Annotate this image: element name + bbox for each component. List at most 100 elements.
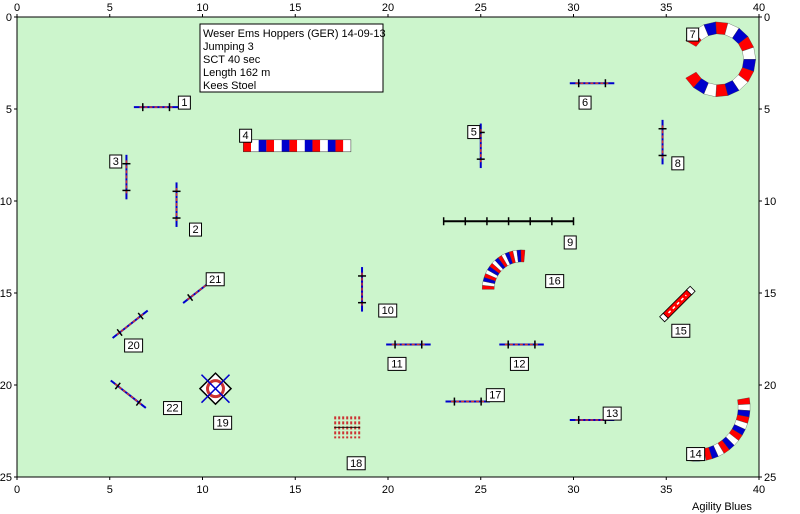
x-axis-top: 0 5 10 15 20 25 30 35 40 bbox=[14, 2, 765, 17]
info-box-frame bbox=[199, 23, 384, 93]
wall-9 bbox=[442, 217, 575, 226]
jump-wing bbox=[116, 328, 123, 337]
y-tick-label: 10 bbox=[764, 196, 776, 208]
number-text: 22 bbox=[166, 403, 178, 415]
info-line-sct: SCT 40 sec bbox=[203, 54, 261, 66]
jump-pole bbox=[667, 294, 687, 314]
jump-15 bbox=[659, 285, 696, 323]
x-tick-label: 5 bbox=[107, 2, 113, 14]
number-box bbox=[509, 356, 529, 371]
obstacle-number-12: 12 bbox=[509, 356, 529, 371]
jump-12 bbox=[499, 340, 544, 349]
jump-wing bbox=[137, 312, 144, 320]
weave-18 bbox=[334, 416, 361, 439]
number-text: 16 bbox=[549, 276, 561, 288]
x-tick-label: 10 bbox=[196, 484, 208, 496]
jump-6 bbox=[569, 79, 615, 88]
jump-10 bbox=[358, 267, 367, 312]
tunnel-segment bbox=[258, 139, 267, 152]
y-axis-right: 0 5 10 15 20 25 bbox=[759, 12, 776, 484]
tunnel-segment bbox=[274, 139, 282, 152]
jump-wing bbox=[686, 285, 696, 296]
obstacle-number-17: 17 bbox=[485, 388, 505, 403]
number-text: 1 bbox=[181, 97, 187, 109]
tire-19 bbox=[198, 372, 233, 406]
y-tick-label: 5 bbox=[6, 104, 12, 116]
y-tick-label: 15 bbox=[764, 288, 776, 300]
number-box bbox=[205, 272, 225, 287]
tire-ring bbox=[205, 379, 225, 399]
number-text: 9 bbox=[567, 237, 573, 249]
jump-3 bbox=[122, 154, 131, 200]
number-box bbox=[686, 447, 706, 462]
number-text: 3 bbox=[113, 156, 119, 168]
number-text: 15 bbox=[675, 325, 687, 337]
obstacle-number-14: 14 bbox=[686, 447, 706, 462]
number-text: 17 bbox=[489, 390, 501, 402]
tunnel-14 bbox=[686, 397, 751, 462]
y-tick-label: 25 bbox=[0, 472, 12, 484]
info-line-length: Length 162 m bbox=[203, 67, 270, 79]
tunnel-segment bbox=[281, 139, 290, 152]
tunnel-segment bbox=[335, 139, 344, 152]
x-tick-label: 40 bbox=[753, 2, 765, 14]
obstacle-number-11: 11 bbox=[387, 356, 407, 371]
tunnel-segment bbox=[297, 139, 305, 152]
obstacle-number-1: 1 bbox=[177, 95, 191, 110]
x-tick-label: 40 bbox=[753, 484, 765, 496]
number-box bbox=[163, 401, 183, 416]
number-box bbox=[177, 95, 191, 110]
number-box bbox=[387, 356, 407, 371]
number-box bbox=[124, 338, 144, 353]
number-text: 5 bbox=[471, 127, 477, 139]
x-tick-label: 30 bbox=[567, 484, 579, 496]
number-box bbox=[545, 274, 565, 289]
jump-8 bbox=[658, 119, 667, 165]
obstacle-number-13: 13 bbox=[602, 406, 622, 421]
tunnel-segment bbox=[266, 139, 275, 152]
y-tick-label: 20 bbox=[0, 380, 12, 392]
jump-pole bbox=[114, 383, 142, 406]
obstacle-number-22: 22 bbox=[163, 401, 183, 416]
number-box bbox=[346, 456, 366, 471]
number-text: 6 bbox=[582, 97, 588, 109]
x-tick-label: 20 bbox=[382, 484, 394, 496]
y-tick-label: 25 bbox=[764, 472, 776, 484]
tunnel-segment bbox=[343, 139, 351, 152]
x-tick-label: 35 bbox=[660, 2, 672, 14]
info-line-judge: Kees Stoel bbox=[203, 80, 256, 92]
number-text: 4 bbox=[243, 130, 249, 142]
tunnel-segment bbox=[327, 139, 336, 152]
y-axis-left: 0 5 10 15 20 25 bbox=[0, 12, 17, 484]
number-text: 7 bbox=[690, 29, 696, 41]
x-tick-label: 25 bbox=[475, 484, 487, 496]
obstacle-number-18: 18 bbox=[346, 456, 366, 471]
jump-wing bbox=[187, 293, 194, 302]
tunnel-segment bbox=[737, 403, 751, 411]
x-tick-label: 30 bbox=[567, 2, 579, 14]
number-box bbox=[602, 406, 622, 421]
jump-20 bbox=[111, 309, 149, 339]
tunnel-segment bbox=[312, 139, 321, 152]
jump-1 bbox=[133, 103, 179, 112]
obstacle-number-8: 8 bbox=[671, 156, 685, 171]
x-tick-label: 15 bbox=[289, 2, 301, 14]
x-axis-bottom: 0 5 10 15 20 25 30 35 40 bbox=[14, 477, 765, 496]
tunnel-outline bbox=[243, 139, 352, 153]
tunnel-7 bbox=[685, 21, 756, 97]
brand-credit: Agility Blues bbox=[692, 501, 752, 513]
obstacle-number-6: 6 bbox=[578, 95, 592, 110]
jump-22 bbox=[110, 379, 147, 409]
y-tick-label: 0 bbox=[764, 12, 770, 24]
tunnel-4 bbox=[243, 139, 352, 153]
arena-field bbox=[16, 16, 760, 478]
y-tick-label: 0 bbox=[6, 12, 12, 24]
number-text: 20 bbox=[127, 340, 139, 352]
jump-wing bbox=[659, 312, 669, 323]
tunnel-16 bbox=[482, 249, 526, 290]
number-box bbox=[686, 27, 700, 42]
obstacle-number-9: 9 bbox=[563, 235, 577, 250]
number-text: 8 bbox=[675, 158, 681, 170]
